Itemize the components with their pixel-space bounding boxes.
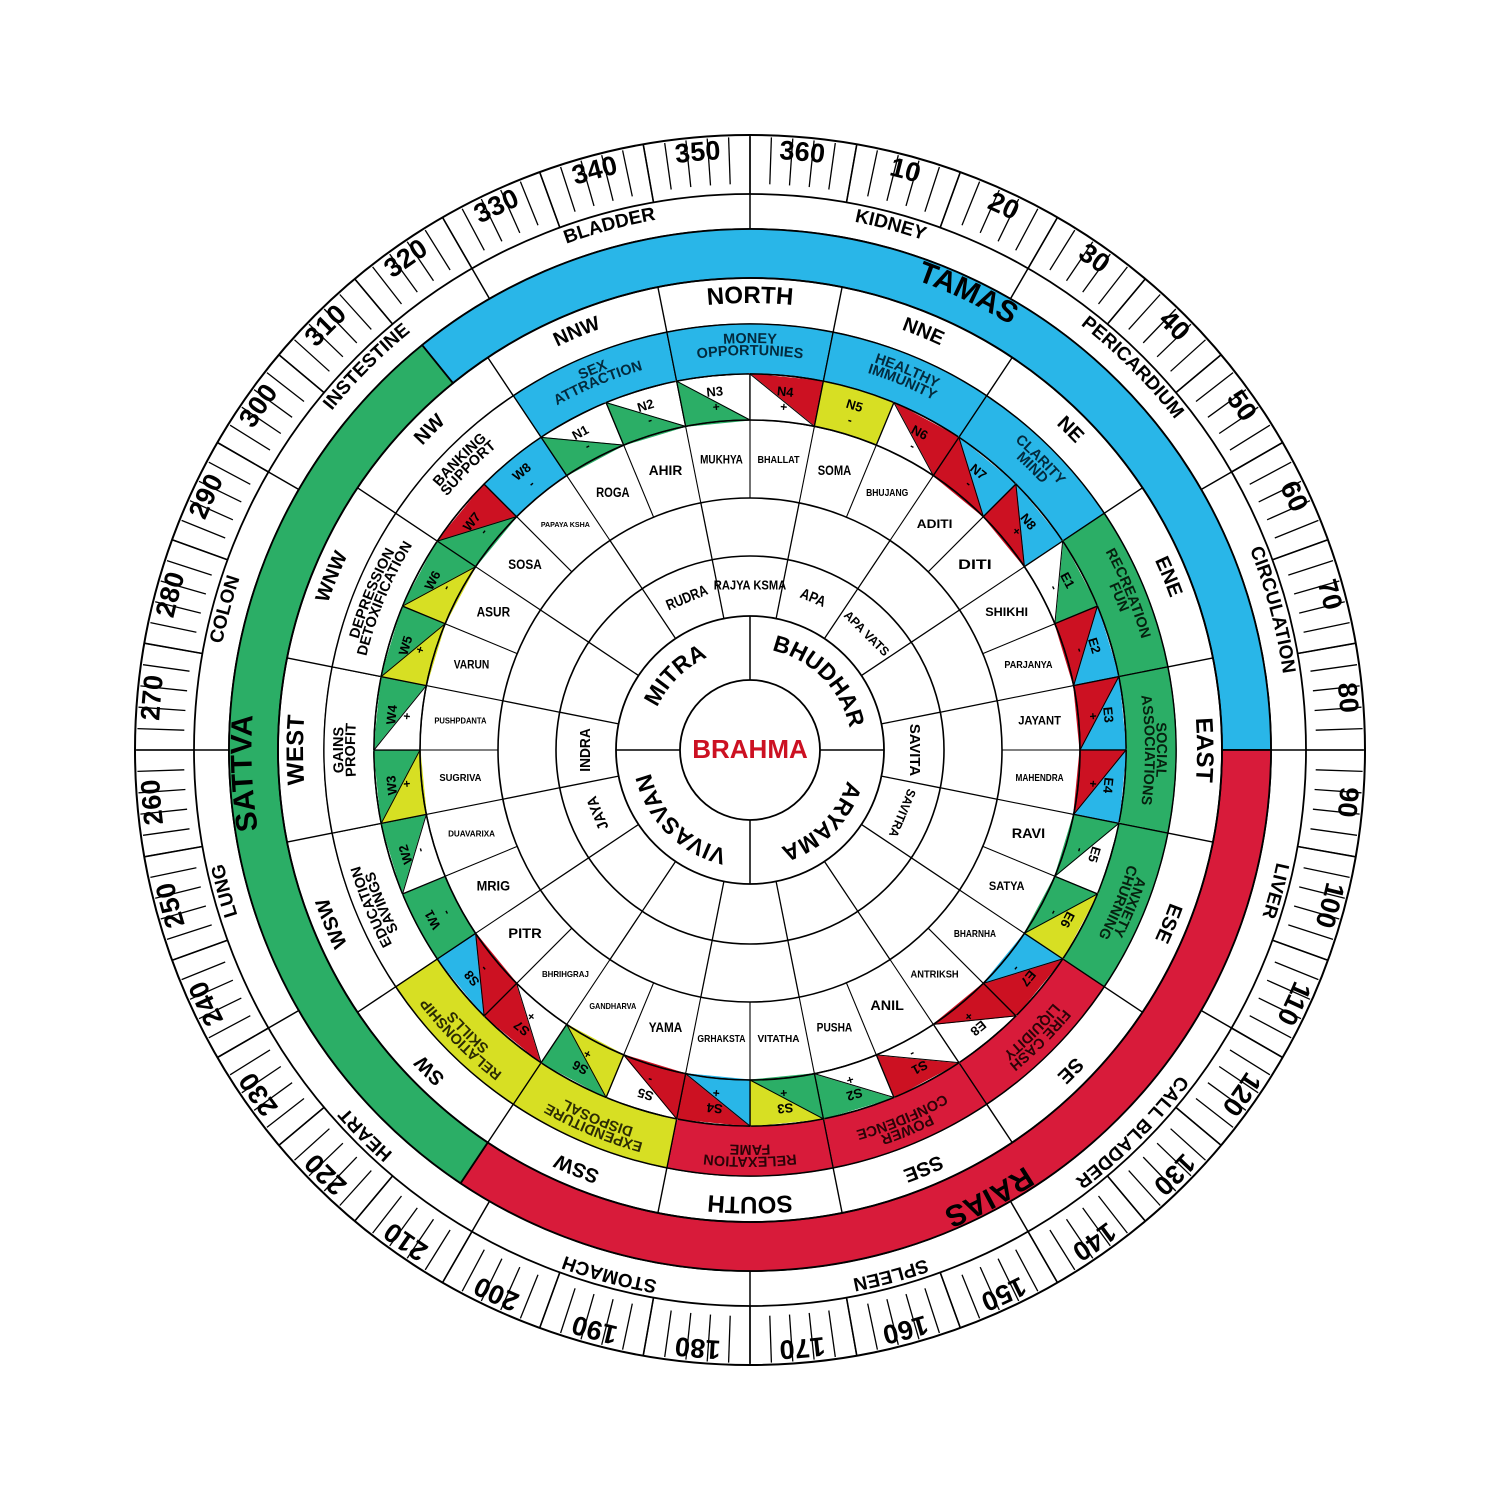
svg-text:ANIL: ANIL [870,998,904,1013]
svg-text:BRAHMA: BRAHMA [692,734,808,764]
svg-text:E4: E4 [1100,777,1117,795]
svg-text:RAVI: RAVI [1012,826,1046,841]
svg-text:270: 270 [135,673,169,721]
svg-text:ANTRIKSH: ANTRIKSH [911,970,959,981]
svg-text:80: 80 [1332,681,1365,714]
svg-text:260: 260 [135,779,169,827]
svg-text:BHUJANG: BHUJANG [866,488,908,499]
svg-text:S3: S3 [777,1100,794,1116]
svg-text:90: 90 [1332,786,1365,819]
svg-text:JAYANT: JAYANT [1018,716,1061,728]
svg-text:PARJANYA: PARJANYA [1004,660,1052,671]
svg-text:YAMA: YAMA [649,1020,683,1035]
svg-text:+: + [400,712,415,720]
svg-text:SAVITA: SAVITA [906,724,923,776]
svg-text:360: 360 [779,135,827,169]
svg-text:BHRIHGRAJ: BHRIHGRAJ [542,969,589,979]
svg-text:DUAVARIXA: DUAVARIXA [448,829,495,839]
svg-text:NORTH: NORTH [706,282,794,311]
svg-text:SUGRIVA: SUGRIVA [439,773,481,784]
svg-text:MAHENDRA: MAHENDRA [1016,773,1064,784]
svg-text:SOUTH: SOUTH [706,1189,793,1218]
svg-text:EAST: EAST [1190,717,1218,784]
svg-text:350: 350 [673,135,721,169]
svg-text:MUKHYA: MUKHYA [700,454,743,466]
svg-text:INDRA: INDRA [577,728,594,772]
svg-text:GRHAKSTA: GRHAKSTA [697,1034,745,1045]
svg-text:+: + [400,780,415,788]
svg-text:AHIR: AHIR [649,463,683,478]
svg-text:PROFIT: PROFIT [343,723,360,778]
svg-text:ROGA: ROGA [596,485,630,500]
svg-text:SOSA: SOSA [508,557,542,572]
svg-text:SATYA: SATYA [989,881,1025,893]
svg-text:N3: N3 [706,383,724,400]
svg-text:MRIG: MRIG [477,879,511,894]
svg-text:BHARNHA: BHARNHA [954,929,996,940]
svg-text:S4: S4 [705,1100,723,1117]
svg-text:+: + [1086,712,1101,720]
svg-text:DITI: DITI [958,557,992,572]
svg-text:BHALLAT: BHALLAT [757,455,799,466]
svg-text:GANDHARVA: GANDHARVA [589,1001,636,1011]
svg-text:SOMA: SOMA [818,463,852,478]
svg-text:WEST: WEST [282,714,310,786]
svg-text:ADITI: ADITI [917,519,953,531]
svg-text:PUSHPDANTA: PUSHPDANTA [434,716,486,726]
svg-text:+: + [780,1086,788,1101]
svg-text:VARUN: VARUN [454,660,490,672]
svg-text:W3: W3 [383,775,400,796]
svg-text:170: 170 [779,1331,827,1365]
svg-text:VITATHA: VITATHA [757,1034,799,1045]
svg-text:ASUR: ASUR [477,604,511,619]
svg-text:W4: W4 [383,703,400,725]
svg-text:+: + [780,400,788,415]
svg-text:FAME: FAME [729,1141,771,1158]
svg-text:+: + [712,1086,720,1101]
svg-text:E3: E3 [1100,706,1116,723]
svg-text:PUSHA: PUSHA [817,1023,853,1035]
svg-text:180: 180 [673,1331,721,1365]
svg-text:SHIKHI: SHIKHI [985,607,1028,619]
svg-text:RAJYA KSMA: RAJYA KSMA [714,578,787,592]
svg-text:PITR: PITR [508,926,542,941]
svg-text:PAPAYA KSHA: PAPAYA KSHA [541,520,590,529]
svg-text:+: + [1086,780,1101,788]
svg-text:+: + [712,400,720,415]
svg-text:N4: N4 [776,383,795,400]
